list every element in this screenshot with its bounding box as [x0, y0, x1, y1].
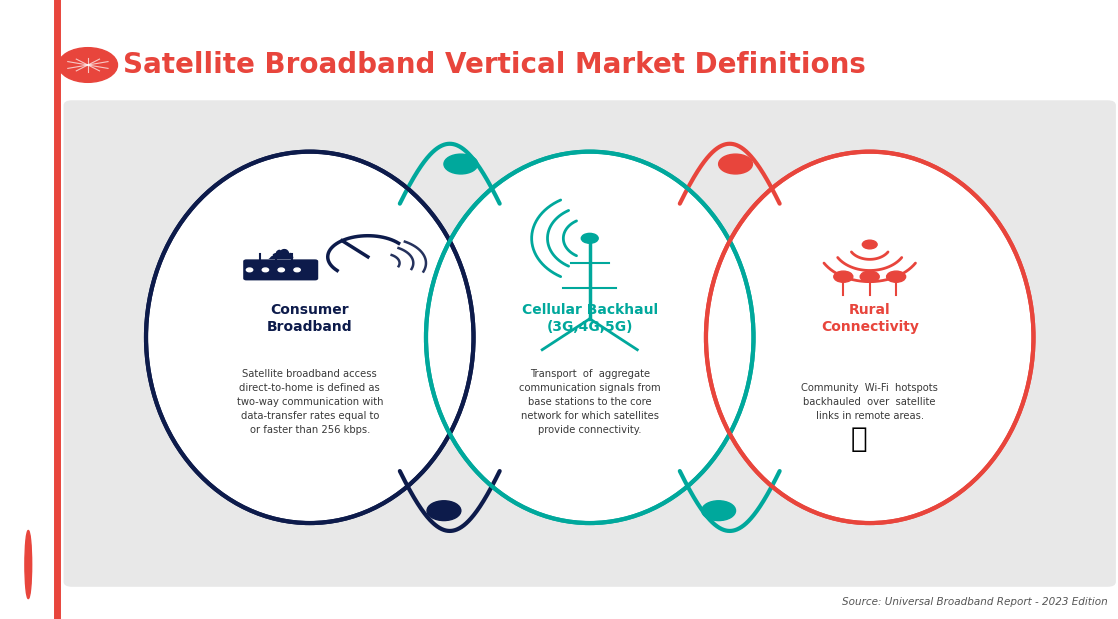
- Circle shape: [246, 268, 253, 272]
- Circle shape: [444, 154, 477, 174]
- Text: Community  Wi-Fi  hotspots
backhauled  over  satellite
links in remote areas.: Community Wi-Fi hotspots backhauled over…: [802, 383, 938, 422]
- Text: Satellite Broadband Vertical Market Definitions: Satellite Broadband Vertical Market Defi…: [123, 51, 865, 79]
- Circle shape: [862, 240, 878, 249]
- Circle shape: [887, 271, 906, 282]
- Circle shape: [581, 233, 598, 243]
- Text: Rural
Connectivity: Rural Connectivity: [821, 303, 919, 334]
- Ellipse shape: [146, 152, 474, 523]
- Circle shape: [719, 154, 752, 174]
- Text: 📡: 📡: [851, 425, 868, 454]
- Circle shape: [834, 271, 853, 282]
- Circle shape: [294, 268, 301, 272]
- Text: Cellular Backhaul
(3G,4G,5G): Cellular Backhaul (3G,4G,5G): [522, 303, 657, 334]
- FancyBboxPatch shape: [244, 259, 319, 280]
- Ellipse shape: [426, 152, 754, 523]
- Circle shape: [25, 530, 31, 599]
- Text: Source: Universal Broadband Report - 2023 Edition: Source: Universal Broadband Report - 202…: [842, 597, 1108, 607]
- Text: Euroc: Euroc: [23, 514, 34, 548]
- Text: Transport  of  aggregate
communication signals from
base stations to the core
ne: Transport of aggregate communication sig…: [519, 370, 661, 435]
- Text: nsult: nsult: [23, 568, 34, 598]
- Circle shape: [263, 268, 268, 272]
- Text: Satellite broadband access
direct-to-home is defined as
two-way communication wi: Satellite broadband access direct-to-hom…: [237, 370, 383, 435]
- Text: Consumer
Broadband: Consumer Broadband: [267, 303, 352, 334]
- Circle shape: [427, 501, 461, 521]
- Circle shape: [58, 48, 117, 82]
- Ellipse shape: [705, 152, 1033, 523]
- Circle shape: [702, 501, 736, 521]
- Text: ☁: ☁: [266, 236, 294, 265]
- Circle shape: [278, 268, 284, 272]
- Circle shape: [860, 271, 879, 282]
- FancyBboxPatch shape: [64, 100, 1116, 587]
